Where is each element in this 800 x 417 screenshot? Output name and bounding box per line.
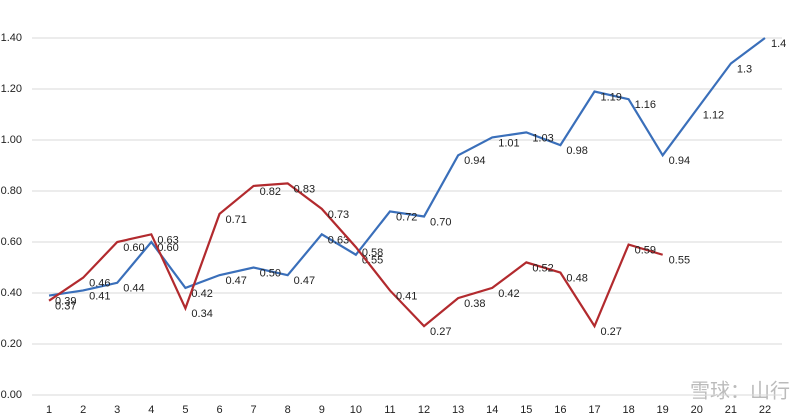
data-label: 0.46	[89, 278, 110, 290]
data-label: 0.55	[669, 255, 690, 267]
data-label: 0.98	[566, 145, 587, 157]
x-tick-label: 13	[452, 404, 464, 416]
x-tick-label: 12	[418, 404, 430, 416]
series-line	[48, 37, 766, 297]
x-tick-label: 14	[486, 404, 498, 416]
data-label: 0.50	[260, 267, 281, 279]
data-label: 0.37	[55, 301, 76, 313]
data-label: 1.01	[498, 137, 519, 149]
data-label: 0.55	[362, 255, 383, 267]
data-label: 0.94	[464, 155, 485, 167]
x-tick-label: 3	[114, 404, 120, 416]
x-tick-label: 7	[251, 404, 257, 416]
data-label: 0.63	[328, 234, 349, 246]
x-tick-label: 1	[46, 404, 52, 416]
x-tick-label: 10	[350, 404, 362, 416]
y-tick-label: 1.00	[1, 134, 22, 146]
x-tick-label: 22	[759, 404, 771, 416]
data-label: 0.83	[294, 183, 315, 195]
y-tick-label: 1.40	[1, 32, 22, 44]
x-tick-label: 20	[691, 404, 703, 416]
y-tick-label: 1.20	[1, 83, 22, 95]
data-label: 0.42	[498, 288, 519, 300]
data-label: 1.03	[532, 132, 553, 144]
data-label: 0.59	[635, 244, 656, 256]
data-label: 0.34	[191, 308, 212, 320]
x-tick-label: 4	[148, 404, 154, 416]
data-label: 0.38	[464, 298, 485, 310]
data-label: 0.58	[362, 247, 383, 259]
x-tick-label: 5	[182, 404, 188, 416]
data-label: 0.71	[226, 214, 247, 226]
data-label: 1.12	[703, 109, 724, 121]
x-tick-label: 2	[80, 404, 86, 416]
x-tick-label: 15	[520, 404, 532, 416]
data-label: 1.16	[635, 99, 656, 111]
x-tick-label: 6	[216, 404, 222, 416]
data-label: 1.19	[601, 91, 622, 103]
x-tick-label: 17	[588, 404, 600, 416]
data-label: 0.44	[123, 283, 144, 295]
y-tick-label: 0.00	[1, 389, 22, 401]
data-label: 0.39	[55, 295, 76, 307]
data-label: 0.73	[328, 209, 349, 221]
x-tick-label: 18	[622, 404, 634, 416]
data-label: 0.47	[294, 275, 315, 287]
data-label: 1.3	[737, 63, 752, 75]
data-label: 0.82	[260, 186, 281, 198]
x-tick-label: 8	[285, 404, 291, 416]
y-tick-label: 0.40	[1, 287, 22, 299]
data-label: 0.41	[89, 290, 110, 302]
y-tick-label: 0.20	[1, 338, 22, 350]
data-label: 0.52	[532, 262, 553, 274]
data-label: 0.60	[123, 242, 144, 254]
x-tick-label: 19	[657, 404, 669, 416]
data-label: 0.48	[566, 273, 587, 285]
data-label: 1.4	[771, 38, 786, 50]
data-label: 0.27	[601, 326, 622, 338]
x-tick-label: 11	[384, 404, 395, 416]
watermark: 雪球：山行	[690, 379, 790, 402]
data-label: 0.94	[669, 155, 690, 167]
data-label: 0.72	[396, 211, 417, 223]
data-label: 0.27	[430, 326, 451, 338]
data-label: 0.63	[157, 234, 178, 246]
data-label: 0.41	[396, 290, 417, 302]
x-tick-label: 9	[319, 404, 325, 416]
data-label: 0.42	[191, 288, 212, 300]
data-label: 0.60	[157, 242, 178, 254]
x-tick-label: 21	[725, 404, 737, 416]
y-tick-label: 0.60	[1, 236, 22, 248]
y-tick-label: 0.80	[1, 185, 22, 197]
data-label: 0.47	[226, 275, 247, 287]
series-line	[48, 182, 663, 329]
x-tick-label: 16	[554, 404, 566, 416]
data-label: 0.70	[430, 216, 451, 228]
